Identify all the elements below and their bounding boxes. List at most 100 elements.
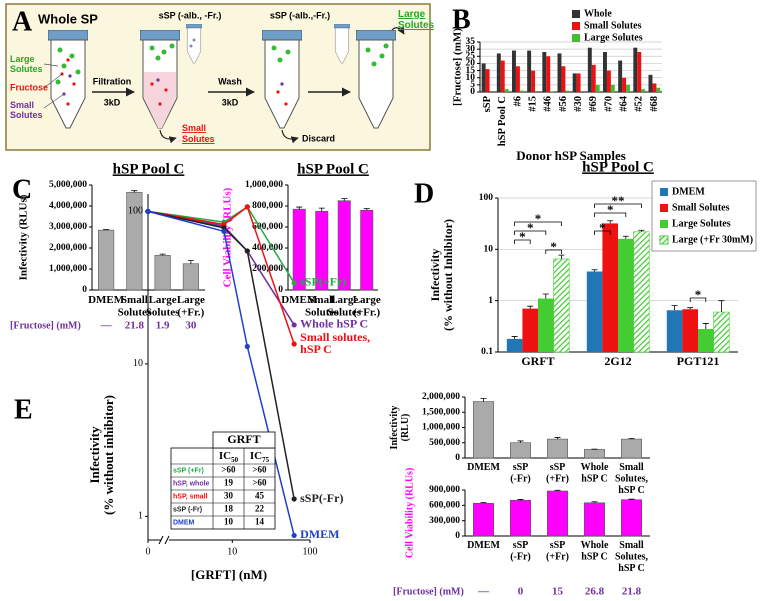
table-cell: 22 <box>255 504 265 514</box>
discard-label: Discard <box>302 133 335 143</box>
arrow <box>159 129 177 144</box>
label-line: Large <box>10 54 35 64</box>
x-tick-label: DMEM <box>88 294 125 306</box>
x-tick-label: sSP <box>482 95 493 112</box>
x-tick-label-line: PGT121 <box>677 354 720 368</box>
large-solute <box>149 45 155 51</box>
x-tick-label: PGT121 <box>677 354 720 368</box>
y-axis-label-line: Infectivity <box>428 249 442 302</box>
y-tick-label: 1,500,000 <box>422 407 460 417</box>
x-tick-label-line: sSP <box>550 462 566 473</box>
bar <box>515 66 520 92</box>
x-tick-label: #56 <box>558 96 569 112</box>
fructose-value: 15 <box>552 586 564 598</box>
y-axis-label-line: Infectivity <box>87 426 102 484</box>
x-tick-label-line: Small <box>121 294 148 306</box>
panel-letter: A <box>12 6 33 37</box>
x-tick-label: #70 <box>603 96 614 112</box>
y-tick-label: 600,000 <box>429 501 460 511</box>
arrow <box>391 26 405 35</box>
small-solute-dot <box>280 82 284 86</box>
bar <box>510 499 531 537</box>
bar <box>666 310 683 352</box>
wash-label: Wash <box>218 76 242 86</box>
error-bar <box>527 305 534 309</box>
y-tick-label: 1,000,000 <box>49 264 87 274</box>
bar <box>652 83 657 92</box>
large-solute <box>55 79 61 85</box>
bar <box>602 223 618 352</box>
error-bar <box>511 336 518 339</box>
x-tick-label-line: Large <box>330 294 358 306</box>
x-tick-label-line: hSP C <box>581 552 607 563</box>
y-tick-label: 1 <box>488 296 493 306</box>
series-label: Whole hSP C <box>300 317 368 331</box>
large-solute <box>57 47 63 53</box>
bar <box>584 502 605 537</box>
bar <box>572 73 577 92</box>
error-bar <box>554 489 561 492</box>
point <box>244 343 250 350</box>
y-axis-label-line: Infectivity <box>389 406 400 450</box>
y-axis-label: Infectivity(% without Inhibitor) <box>428 219 455 331</box>
bar <box>618 60 623 92</box>
series-label: sSP(-Fr) <box>300 491 343 505</box>
series-line <box>147 205 295 284</box>
legend-label: Whole <box>584 8 612 19</box>
error-bar <box>718 300 725 313</box>
y-axis-label-line: (% without inhibitor) <box>101 395 116 515</box>
point <box>221 228 227 234</box>
bar <box>547 490 568 537</box>
legend-label: Large (+Fr 30mM) <box>672 234 753 245</box>
large-solute <box>61 63 67 69</box>
y-tick-label: 2,000,000 <box>49 243 87 253</box>
x-tick-label-line: Whole <box>581 462 609 473</box>
error-bar <box>103 229 110 231</box>
y-tick-label: 4,000,000 <box>49 201 87 211</box>
y-axis-label: [Fructose] (mM) <box>452 28 464 106</box>
x-tick-label-line: hSP C <box>581 474 607 485</box>
x-tick-label: #68 <box>649 96 660 112</box>
x-axis-label: [GRFT] (nM) <box>191 567 267 582</box>
small-solute-dot <box>156 78 160 82</box>
bar <box>531 70 536 92</box>
x-tick-label: #69 <box>588 96 599 112</box>
label-line: Solutes <box>10 110 43 120</box>
bar <box>504 89 509 92</box>
error-bar <box>591 269 598 272</box>
y-tick-label: 30 <box>466 44 476 54</box>
x-tick-label: 100 <box>303 546 318 557</box>
error-bar <box>318 207 325 212</box>
error-bar <box>517 499 524 501</box>
bar <box>473 401 494 459</box>
bar <box>633 47 638 92</box>
label-line: Small <box>10 100 34 110</box>
y-tick-label: 900,000 <box>429 485 460 495</box>
x-tick-label: Small Solutes, hSP C <box>615 462 649 496</box>
x-tick-label: Small Solutes <box>118 294 152 319</box>
bar <box>626 84 630 92</box>
bar <box>561 66 566 92</box>
tube-contents <box>144 38 196 128</box>
tube-contents <box>365 43 389 67</box>
significance-bracket <box>545 249 562 254</box>
point <box>244 248 250 254</box>
y-tick-label: 35 <box>466 37 476 47</box>
panel-letter: D <box>414 178 434 209</box>
large-solutes-label: Large Solutes <box>10 54 43 74</box>
series-line <box>147 205 295 345</box>
fructose-label: [Fructose] (mM) <box>393 586 464 597</box>
legend-label: Small Solutes <box>672 202 730 213</box>
x-tick-label-line: (-Fr) <box>510 474 531 485</box>
x-tick-label-line: (-Fr) <box>510 552 531 563</box>
x-tick-label-line: hSP C <box>618 485 644 496</box>
legend-swatch <box>572 10 580 18</box>
y-tick-label: 100 <box>479 193 494 203</box>
x-tick-label-line: (+Fr) <box>546 552 569 563</box>
x-tick-label-line: Solutes, <box>615 552 649 563</box>
y-tick-label: 600,000 <box>252 222 283 232</box>
bar <box>496 53 501 92</box>
x-tick-label: #30 <box>573 96 584 112</box>
error-bar <box>517 440 524 443</box>
